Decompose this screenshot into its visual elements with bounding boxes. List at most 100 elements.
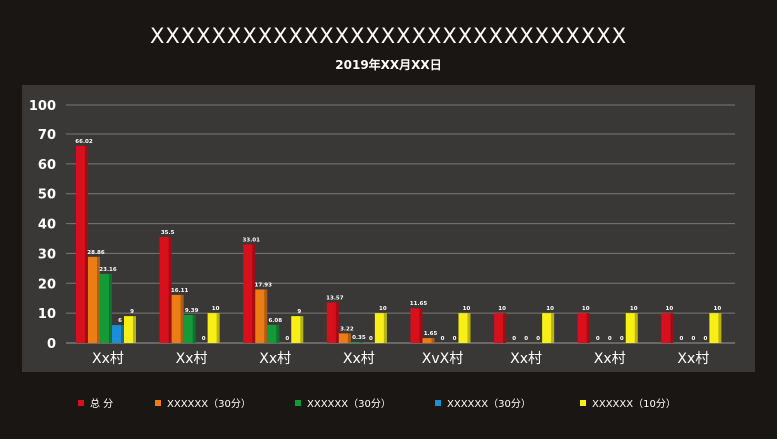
data-label: 10 [498,306,506,312]
bar-shade [216,313,220,343]
bar [542,313,555,343]
data-label: 0 [596,336,600,342]
bar-shade [467,313,471,343]
data-label: 10 [630,306,638,312]
data-label: 35.5 [161,230,175,236]
bar [76,145,88,343]
bar-shade [383,313,387,343]
legend-item: XXXXXX（30分） [435,398,531,412]
data-label: 0 [285,336,289,342]
bar [243,244,256,343]
x-tick-label: Xx村 [594,351,626,367]
data-label: 66.02 [75,139,93,145]
bar-shade [85,145,88,343]
y-tick-label: 100 [29,99,56,114]
bar-shade [252,244,256,343]
data-label: 0 [202,336,206,342]
bar [255,289,268,343]
bar-shade [121,325,124,343]
bar [709,313,722,343]
bar-shade [670,313,674,343]
data-label: 16.11 [171,288,189,294]
bar [422,338,435,343]
legend-swatch [580,400,586,406]
legend-label: XXXXXX（30分） [307,399,391,410]
legend-label: XXXXXX（30分） [447,399,531,410]
legend-label: XXXXXX（10分） [592,399,676,410]
data-label: 11.65 [410,301,428,307]
bar-shade [133,316,136,343]
bar [577,313,590,343]
bar-shade [634,313,638,343]
data-label: 10 [379,306,387,312]
data-label: 0 [453,336,457,342]
bar-shade [300,316,304,343]
bar-shade [335,302,339,343]
bar-shade [192,314,196,343]
data-label: 0 [512,336,516,342]
data-label: 9 [130,309,134,315]
x-tick-label: XvX村 [422,351,463,367]
bar-shade [503,313,507,343]
bar [350,341,363,343]
data-label: 0 [703,336,707,342]
x-tick-label: Xx村 [677,351,709,367]
bar [207,313,220,343]
bar [88,256,100,343]
legend-swatch [435,400,441,406]
legend-item: XXXXXX（10分） [580,398,676,412]
legend-swatch [155,400,161,406]
data-label: 3.22 [340,326,354,332]
data-label: 6 [118,318,122,324]
data-label: 13.57 [326,295,344,301]
data-label: 1.65 [424,331,438,337]
bar [458,313,471,343]
y-tick-label: 10 [38,307,56,322]
bar [338,333,351,343]
legend-swatch [295,400,301,406]
x-tick-label: Xx村 [176,351,208,367]
bar [625,313,638,343]
y-tick-label: 70 [38,128,56,143]
data-label: 23.16 [99,267,117,273]
y-tick-label: 20 [38,277,56,292]
data-label: 10 [212,306,220,312]
data-label: 28.86 [87,250,105,256]
bar-shade [97,256,100,343]
bar-shade [347,333,351,343]
data-label: 10 [546,306,554,312]
data-label: 0 [691,336,695,342]
bar [326,302,339,343]
bar-shade [551,313,555,343]
legend: 总 分 XXXXXX（30分） XXXXXX（30分） XXXXXX（30分） XXXX… [0,398,777,414]
bar [100,273,112,343]
bar [159,237,172,343]
x-tick-label: Xx村 [92,351,124,367]
data-label: 10 [666,306,674,312]
bar-shade [586,313,590,343]
data-label: 10 [582,306,590,312]
bar [267,324,280,343]
data-label: 33.01 [243,237,261,243]
x-tick-label: Xx村 [343,351,375,367]
bar-shade [276,324,280,343]
data-label: 17.93 [255,282,273,288]
bar-shade [431,338,435,343]
bar [124,316,136,343]
bar-shade [109,273,112,343]
data-label: 0 [369,336,373,342]
data-label: 0 [608,336,612,342]
legend-label: XXXXXX（30分） [167,399,251,410]
data-label: 0 [524,336,528,342]
bar-shade [168,237,172,343]
data-label: 10 [714,306,722,312]
data-label: 0 [620,336,624,342]
chart-title: XXXXXXXXXXXXXXXXXXXXXXXXXXXXXXX [150,24,627,48]
bar [183,314,196,343]
legend-item: XXXXXX（30分） [295,398,391,412]
bar-shade [718,313,722,343]
x-tick-label: Xx村 [510,351,542,367]
y-tick-label: 40 [38,218,56,233]
